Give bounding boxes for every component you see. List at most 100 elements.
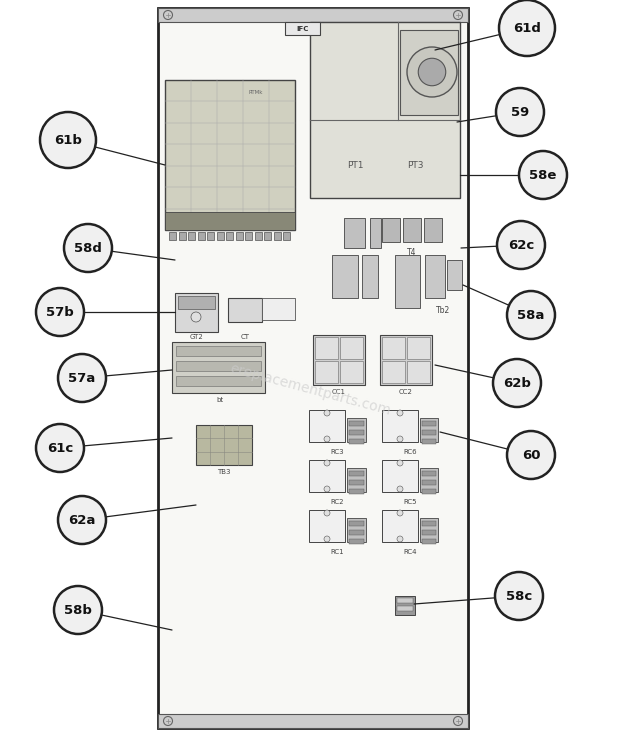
Text: CC2: CC2 — [399, 389, 413, 395]
Bar — [420, 518, 438, 542]
Circle shape — [36, 288, 84, 336]
Bar — [315, 361, 338, 383]
Text: ereplacementparts.com: ereplacementparts.com — [228, 362, 392, 418]
Text: GT2: GT2 — [189, 334, 203, 340]
Circle shape — [324, 486, 330, 492]
Bar — [283, 232, 290, 240]
Circle shape — [495, 572, 543, 620]
Circle shape — [324, 410, 330, 416]
Bar — [422, 439, 436, 444]
Circle shape — [324, 510, 330, 516]
Bar — [422, 489, 436, 494]
Circle shape — [324, 436, 330, 442]
Circle shape — [397, 436, 403, 442]
Text: TB3: TB3 — [217, 469, 231, 475]
Bar — [349, 530, 364, 535]
Circle shape — [453, 717, 463, 726]
Circle shape — [164, 717, 172, 726]
Circle shape — [54, 586, 102, 634]
Bar — [340, 337, 363, 359]
Bar — [382, 218, 400, 242]
Text: PT1: PT1 — [347, 161, 363, 170]
Bar — [344, 218, 365, 248]
Bar — [309, 410, 345, 442]
Bar — [382, 410, 418, 442]
Bar — [310, 22, 460, 198]
Circle shape — [453, 10, 463, 19]
Text: RC1: RC1 — [330, 549, 344, 555]
Text: 58b: 58b — [64, 604, 92, 616]
Bar — [349, 521, 364, 526]
Bar — [176, 361, 261, 371]
Circle shape — [397, 510, 403, 516]
Text: 61c: 61c — [47, 441, 73, 455]
Bar — [349, 471, 364, 476]
Bar — [424, 218, 442, 242]
Circle shape — [64, 224, 112, 272]
Bar — [420, 468, 438, 492]
Bar — [198, 232, 205, 240]
Text: 62a: 62a — [68, 513, 95, 527]
Text: RC3: RC3 — [330, 449, 344, 455]
Bar — [395, 596, 415, 615]
Bar — [172, 342, 265, 393]
Bar — [422, 471, 436, 476]
Text: 62c: 62c — [508, 239, 534, 251]
Bar — [347, 468, 366, 492]
Bar — [216, 232, 223, 240]
Bar — [382, 460, 418, 492]
Bar — [176, 346, 261, 356]
Bar — [313, 335, 365, 385]
Bar — [236, 232, 242, 240]
Bar — [382, 510, 418, 542]
Circle shape — [418, 58, 446, 86]
Text: Tb2: Tb2 — [436, 305, 450, 314]
Text: RC5: RC5 — [403, 499, 417, 505]
Circle shape — [519, 151, 567, 199]
Text: 60: 60 — [522, 449, 540, 462]
Bar — [175, 293, 218, 332]
Bar — [397, 606, 413, 611]
Bar — [226, 232, 233, 240]
Bar — [158, 714, 468, 728]
Bar — [370, 218, 381, 248]
Bar — [347, 418, 366, 442]
Bar — [349, 430, 364, 435]
Bar — [422, 421, 436, 426]
Circle shape — [36, 424, 84, 472]
Bar — [447, 260, 462, 290]
Text: 57b: 57b — [46, 305, 74, 319]
Bar — [158, 8, 468, 728]
Text: 58a: 58a — [517, 308, 545, 322]
Bar — [228, 298, 262, 322]
Bar — [395, 255, 420, 308]
Bar — [332, 255, 358, 298]
Bar — [309, 510, 345, 542]
Bar — [349, 539, 364, 544]
Text: 61b: 61b — [54, 133, 82, 147]
Bar — [407, 337, 430, 359]
Text: 58d: 58d — [74, 242, 102, 254]
Circle shape — [397, 536, 403, 542]
Text: CC1: CC1 — [332, 389, 346, 395]
Bar — [400, 30, 458, 115]
Bar — [382, 337, 405, 359]
Bar — [178, 296, 215, 309]
Text: 58e: 58e — [529, 168, 557, 182]
Bar — [165, 212, 295, 230]
Bar — [422, 521, 436, 526]
Bar — [349, 421, 364, 426]
Bar — [349, 489, 364, 494]
Circle shape — [324, 460, 330, 466]
Bar — [158, 8, 468, 22]
Bar — [397, 598, 413, 603]
Circle shape — [496, 88, 544, 136]
Bar — [309, 460, 345, 492]
Circle shape — [499, 0, 555, 56]
Text: 62b: 62b — [503, 376, 531, 390]
Bar — [425, 255, 445, 298]
Bar — [420, 418, 438, 442]
Text: 59: 59 — [511, 105, 529, 118]
Bar — [245, 232, 252, 240]
Circle shape — [497, 221, 545, 269]
